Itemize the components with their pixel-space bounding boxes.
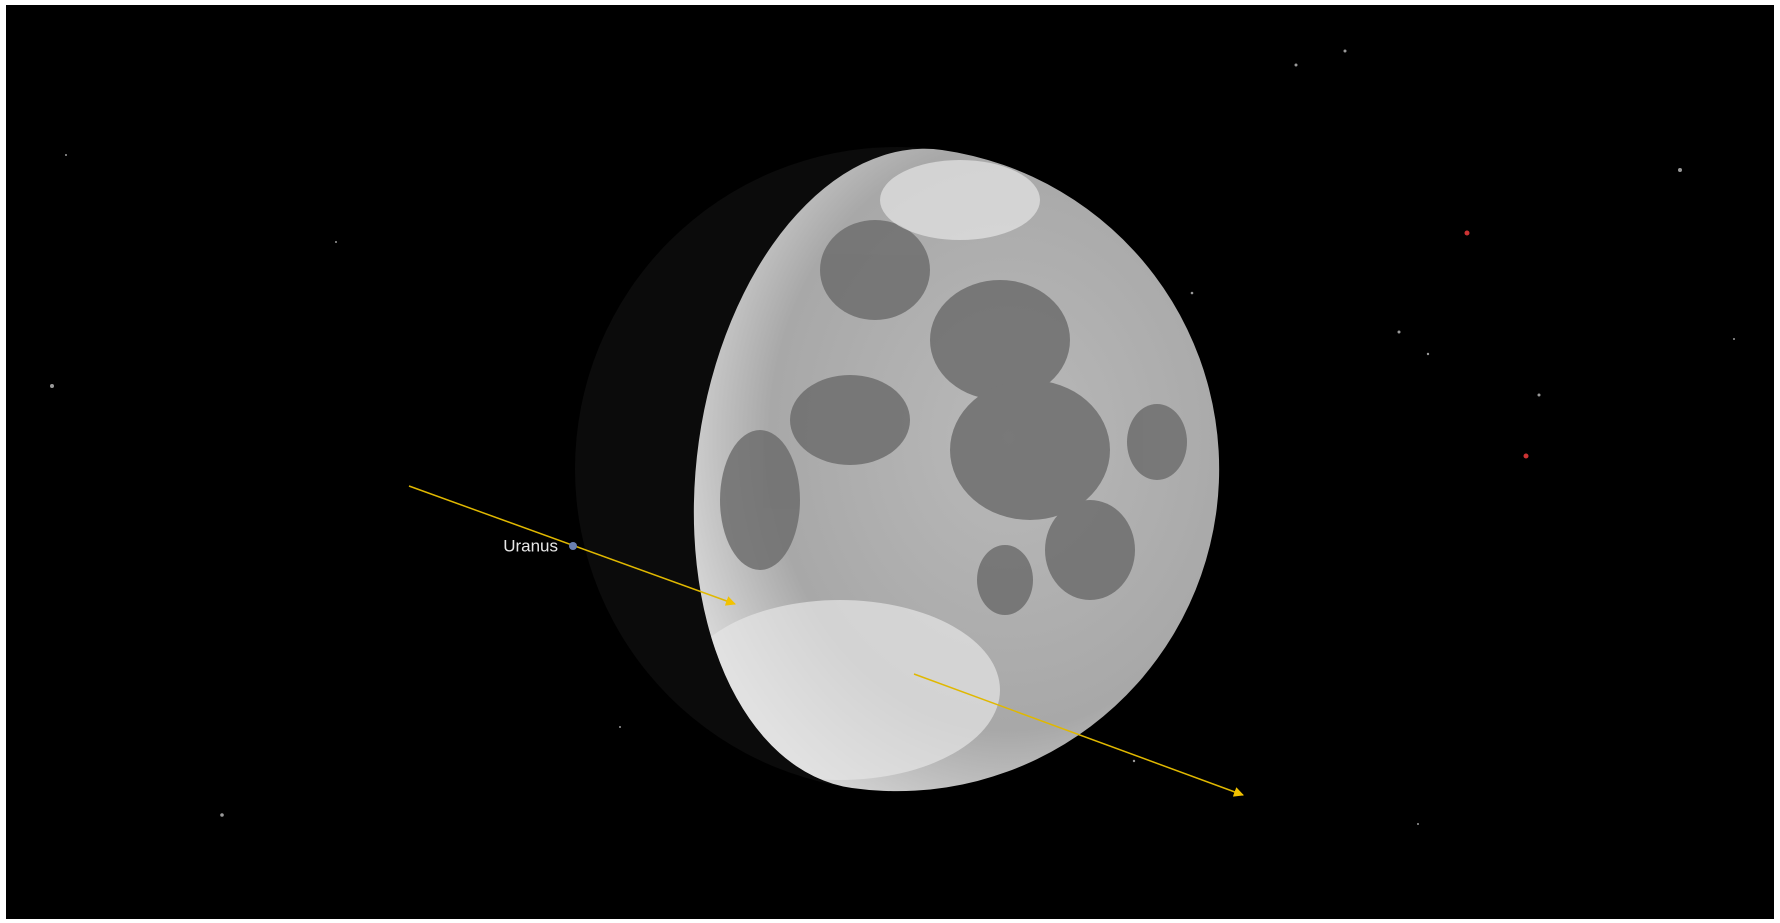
- planet-label[interactable]: Uranus: [503, 536, 558, 555]
- moon-maria: [720, 220, 1187, 615]
- motion-arrow: [913, 673, 1244, 797]
- planet-marker[interactable]: [569, 542, 577, 550]
- stars: [50, 49, 1735, 825]
